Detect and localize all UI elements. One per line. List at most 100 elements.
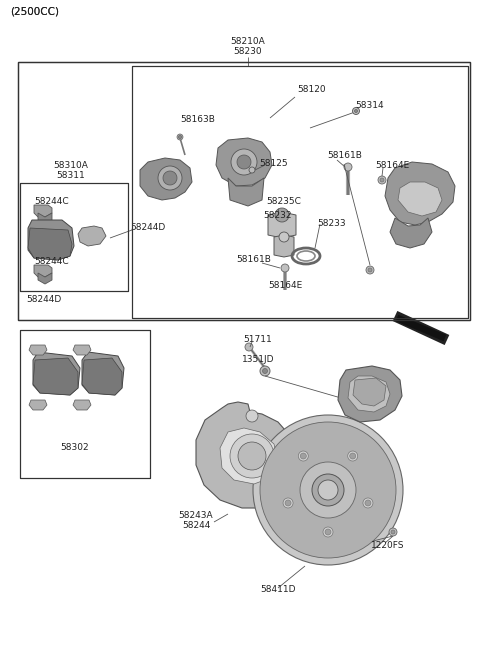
Text: 58244C: 58244C [35,197,69,207]
Text: 1220FS: 1220FS [371,541,405,550]
Text: 58311: 58311 [57,171,85,180]
Polygon shape [353,378,386,406]
Polygon shape [274,235,294,257]
Circle shape [378,176,386,184]
Polygon shape [338,366,402,422]
Text: 58244D: 58244D [26,295,61,304]
Polygon shape [28,220,74,260]
Bar [18,62,470,320]
Polygon shape [78,226,106,246]
Text: 58210A: 58210A [230,37,265,47]
Text: (2500CC): (2500CC) [10,7,59,17]
Bar [18,62,470,320]
Text: 58235C: 58235C [266,197,301,207]
Text: 58232: 58232 [264,211,292,220]
Circle shape [238,442,266,470]
Circle shape [318,480,338,500]
Polygon shape [38,273,52,284]
Text: 58302: 58302 [60,443,89,453]
Text: 58161B: 58161B [237,255,271,264]
Circle shape [263,369,267,373]
Circle shape [300,462,356,518]
Circle shape [285,500,291,506]
Circle shape [380,178,384,182]
Text: 58244C: 58244C [35,258,69,266]
Polygon shape [82,352,124,395]
Text: 58164E: 58164E [375,161,409,169]
Polygon shape [73,400,91,410]
Circle shape [231,149,257,175]
Circle shape [348,451,358,461]
Text: 58163B: 58163B [180,115,216,125]
Text: 58243A: 58243A [179,512,213,520]
Circle shape [281,264,289,272]
Circle shape [249,167,255,173]
Text: 58125: 58125 [260,159,288,167]
Circle shape [300,453,306,459]
Polygon shape [196,402,298,508]
Text: 58244: 58244 [182,522,210,531]
Circle shape [355,110,358,112]
Bar [20,183,128,291]
Circle shape [391,530,395,534]
Circle shape [352,108,360,115]
Text: 58244D: 58244D [131,224,166,232]
Polygon shape [38,213,52,224]
Text: (2500CC): (2500CC) [10,7,59,17]
Text: 58120: 58120 [298,85,326,94]
Circle shape [245,343,253,351]
Polygon shape [34,205,52,217]
Circle shape [368,268,372,272]
Polygon shape [73,345,91,355]
Circle shape [366,266,374,274]
Polygon shape [29,400,47,410]
Bar [20,330,150,478]
Polygon shape [29,345,47,355]
Circle shape [350,453,356,459]
Circle shape [246,410,258,422]
Circle shape [253,415,403,565]
Polygon shape [216,138,272,186]
Circle shape [230,434,274,478]
Circle shape [237,155,251,169]
Circle shape [389,528,397,536]
Circle shape [275,208,289,222]
Circle shape [260,366,270,376]
Bar [20,183,128,291]
Bar [132,66,468,318]
Polygon shape [33,352,80,395]
Text: 58230: 58230 [234,47,262,56]
Circle shape [177,134,183,140]
Circle shape [283,498,293,508]
Polygon shape [140,158,192,200]
Circle shape [323,527,333,537]
Bar [20,330,150,478]
Polygon shape [33,358,78,395]
Circle shape [344,163,352,171]
Polygon shape [220,428,278,484]
Text: 58411D: 58411D [260,586,296,594]
Polygon shape [82,358,122,395]
Circle shape [363,498,373,508]
Polygon shape [390,218,432,248]
Polygon shape [348,376,390,412]
Polygon shape [228,178,264,206]
Circle shape [163,171,177,185]
Circle shape [260,422,396,558]
Text: 58164E: 58164E [268,281,302,291]
Bar [132,66,468,318]
Text: 58161B: 58161B [327,152,362,161]
Circle shape [279,232,289,242]
Circle shape [312,474,344,506]
Text: 58233: 58233 [318,218,346,228]
Polygon shape [34,265,52,277]
Polygon shape [385,162,455,225]
Text: 58314: 58314 [356,102,384,110]
Text: 58310A: 58310A [54,161,88,169]
Text: 51711: 51711 [244,335,272,344]
Polygon shape [398,182,442,216]
Polygon shape [28,228,72,260]
Text: 1351JD: 1351JD [242,356,274,365]
Circle shape [325,529,331,535]
Circle shape [158,166,182,190]
